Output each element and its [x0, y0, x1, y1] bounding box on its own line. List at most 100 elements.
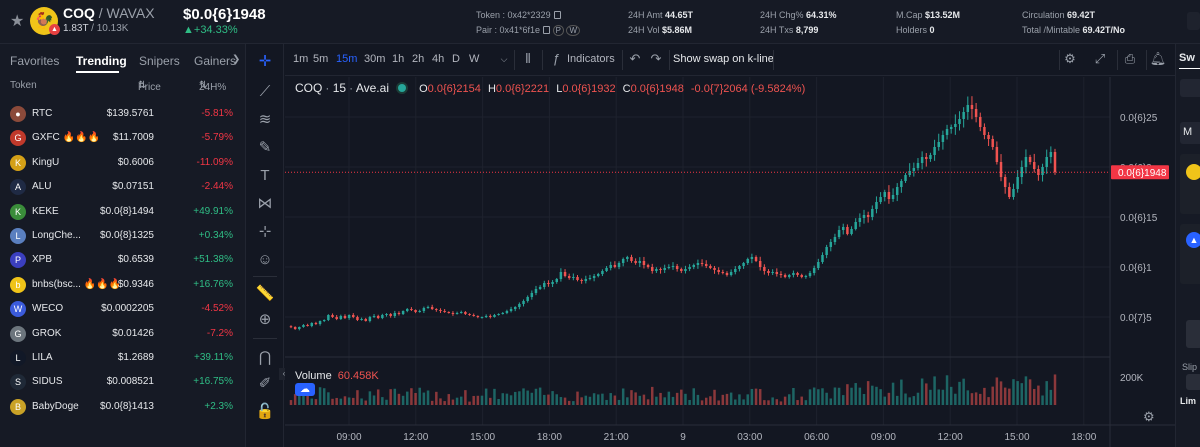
- swap-mode-button[interactable]: M: [1180, 122, 1200, 144]
- price-chart[interactable]: 0.0{6}250.0{6}20.0{6}150.0{6}10.0{7}5200…: [285, 77, 1175, 447]
- pair-title[interactable]: COQ / WAVAX: [63, 5, 155, 21]
- timeframe-15m[interactable]: 15m: [336, 53, 358, 65]
- timeframe-1h[interactable]: 1h: [392, 53, 405, 65]
- timeframe-2h[interactable]: 2h: [412, 53, 425, 65]
- swap-input-box[interactable]: [1180, 79, 1200, 97]
- ruler-icon[interactable]: 📏: [255, 285, 275, 302]
- volume-bar: [812, 387, 816, 405]
- token-row[interactable]: b bnbs(bsc... 🔥🔥🔥 $0.9346 +16.76%: [0, 273, 246, 297]
- undo-icon[interactable]: ↶: [629, 51, 641, 66]
- col-price[interactable]: Price ⇅: [138, 80, 161, 93]
- swap-from-card[interactable]: [1180, 154, 1200, 214]
- fullscreen-icon[interactable]: ⤢: [1094, 51, 1106, 66]
- candle-body: [555, 279, 558, 282]
- text-tool-icon[interactable]: T: [260, 167, 270, 184]
- token-icon: L: [10, 227, 26, 244]
- lock-drawings-icon[interactable]: ✐: [258, 375, 272, 392]
- measure-icon[interactable]: ⊹: [258, 223, 272, 240]
- chart-settings-icon[interactable]: ⚙: [1143, 409, 1155, 424]
- web-icon[interactable]: W: [566, 25, 580, 36]
- candle-body: [738, 266, 741, 269]
- volume-bar: [933, 376, 936, 405]
- swap-option[interactable]: [1186, 320, 1200, 348]
- candle-body: [937, 142, 940, 147]
- brush-icon[interactable]: ✎: [258, 139, 272, 156]
- swap-tab[interactable]: Sw: [1179, 52, 1195, 64]
- emoji-icon[interactable]: ☺: [257, 251, 273, 268]
- stat-market-cap: M.Cap $13.52M: [896, 10, 961, 20]
- redo-icon[interactable]: ↷: [650, 51, 662, 66]
- token-row[interactable]: S SIDUS $0.008521 +16.75%: [0, 370, 246, 394]
- token-icon: b: [10, 276, 26, 293]
- candlestick-chart[interactable]: 0.0{6}250.0{6}20.0{6}150.0{6}10.0{7}5200…: [285, 77, 1175, 447]
- volume-bar: [771, 397, 774, 405]
- token-row[interactable]: W WECO $0.0002205 -4.52%: [0, 297, 246, 321]
- indicators-button[interactable]: Indicators: [567, 53, 615, 65]
- volume-bar: [663, 397, 666, 405]
- copy-icon[interactable]: [543, 26, 551, 34]
- cloud-icon[interactable]: ☁: [295, 383, 315, 396]
- token-row[interactable]: K KEKE $0.0{8}1494 +49.91%: [0, 200, 246, 224]
- volume-bar: [866, 381, 870, 405]
- token-row[interactable]: B BabyDoge $0.0{8}1413 +2.3%: [0, 395, 246, 419]
- crosshair-icon[interactable]: ✛: [258, 53, 272, 70]
- time-axis[interactable]: 09:00 12:00 15:00 18:00 21:00 9 03:00 06:00 09:0…: [336, 432, 1096, 443]
- token-row[interactable]: G GROK $0.01426 -7.2%: [0, 322, 246, 346]
- candle-body: [484, 316, 488, 317]
- token-address[interactable]: Token : 0x42*2329: [476, 10, 561, 20]
- volume-bar: [916, 392, 920, 405]
- token-row[interactable]: A ALU $0.07151 -2.44%: [0, 175, 246, 199]
- timeframe-30m[interactable]: 30m: [364, 53, 386, 65]
- timeframe-dropdown-icon[interactable]: ⌵: [500, 54, 508, 64]
- copy-icon[interactable]: [553, 11, 561, 19]
- settings-gear-icon[interactable]: ⚙: [1064, 51, 1076, 66]
- candle-body: [704, 264, 708, 266]
- volume-bar: [974, 392, 978, 405]
- token-row[interactable]: L LILA $1.2689 +39.11%: [0, 346, 246, 370]
- collapse-toolbar-icon[interactable]: ‹: [279, 368, 289, 380]
- legend-interval: 15: [332, 81, 347, 95]
- col-change[interactable]: 24H% ⇅: [199, 80, 227, 93]
- timeframe-1m[interactable]: 1m: [293, 53, 309, 65]
- tab-favorites[interactable]: Favorites: [10, 54, 60, 68]
- alert-bell-icon[interactable]: 🔔︎: [1149, 51, 1167, 66]
- token-change: +0.34%: [198, 229, 233, 241]
- timeframe-4h[interactable]: 4h: [432, 53, 445, 65]
- timeframe-5m[interactable]: 5m: [313, 53, 329, 65]
- time-tick-label: 18:00: [1071, 432, 1096, 443]
- token-row[interactable]: P XPB $0.6539 +51.38%: [0, 248, 246, 272]
- explorer-icon[interactable]: P: [552, 25, 564, 36]
- slippage-option[interactable]: [1186, 374, 1200, 390]
- tab-snipers[interactable]: Snipers: [139, 54, 180, 68]
- show-swap-toggle[interactable]: Show swap on k-line: [673, 53, 774, 65]
- zoom-in-icon[interactable]: ⊕: [258, 311, 272, 328]
- volume-bar: [1037, 385, 1040, 405]
- camera-icon[interactable]: ⎙: [1124, 51, 1136, 66]
- pattern-tool-icon[interactable]: ⋈: [257, 195, 273, 212]
- indicators-icon[interactable]: ƒ: [552, 51, 560, 66]
- lock-icon[interactable]: 🔓: [255, 403, 275, 420]
- candle-body: [987, 135, 990, 139]
- tab-trending[interactable]: Trending: [76, 54, 127, 68]
- stat-holders: Holders 0: [896, 25, 935, 35]
- volume-bar: [792, 387, 795, 405]
- token-name: KingU: [32, 156, 60, 168]
- divider: [1146, 50, 1147, 70]
- volume-bar: [1008, 388, 1011, 405]
- fib-retracement-icon[interactable]: ≋: [258, 111, 272, 128]
- tab-gainers[interactable]: Gainers: [194, 54, 237, 68]
- token-row[interactable]: G GXFC 🔥🔥🔥 $11.7009 -5.79%: [0, 126, 246, 150]
- timeframe-D[interactable]: D: [452, 53, 460, 65]
- token-row[interactable]: ● RTC $139.5761 -5.81%: [0, 102, 246, 126]
- pair-address[interactable]: Pair : 0x41*6f1e P W: [476, 25, 580, 36]
- candle-type-icon[interactable]: ⫴: [525, 51, 531, 66]
- favorite-star-icon[interactable]: ★: [10, 13, 25, 30]
- token-name: GXFC 🔥🔥🔥: [32, 132, 100, 144]
- tabs-scroll-right-icon[interactable]: ❯: [232, 54, 241, 65]
- timeframe-W[interactable]: W: [469, 53, 480, 65]
- token-row[interactable]: K KingU $0.6006 -11.09%: [0, 151, 246, 175]
- token-row[interactable]: L LongChe... $0.0{8}1325 +0.34%: [0, 224, 246, 248]
- magnet-icon[interactable]: ⋂: [258, 349, 272, 366]
- trend-line-icon[interactable]: ⟋: [259, 83, 271, 100]
- ohlc-legend: COQ · 15 · Ave.ai O0.0{6}2154 H0.0{6}222…: [295, 81, 806, 95]
